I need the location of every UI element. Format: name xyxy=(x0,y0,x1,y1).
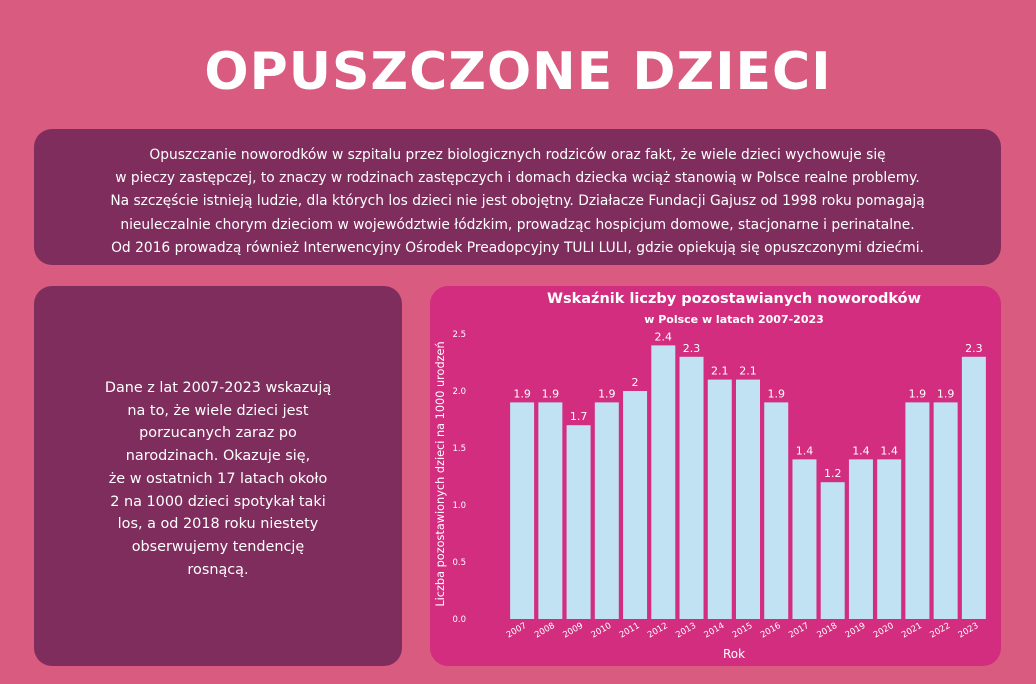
summary-line: narodzinach. Okazuje się, xyxy=(125,448,311,465)
bar-value-label: 2.4 xyxy=(655,330,673,343)
bar xyxy=(905,402,930,619)
x-tick-label: 2017 xyxy=(787,621,811,640)
value-labels: 1.9 1.9 1.7 1.9 2 2.4 2.3 2.1 2.1 1.9 1.4 1.2 1.4 1.4… xyxy=(513,330,982,480)
x-tick-label: 2020 xyxy=(872,621,896,640)
bar xyxy=(623,391,648,619)
y-axis: 0.0 0.5 1.0 1.5 2.0 2.5 xyxy=(452,330,466,625)
intro-line: Opuszczanie noworodków w szpitalu przez … xyxy=(149,147,886,163)
bar-value-label: 2.3 xyxy=(683,342,701,355)
bar-value-label: 1.4 xyxy=(880,444,898,457)
y-tick-label: 0.0 xyxy=(452,615,466,625)
chart-panel: Wskaźnik liczby pozostawianych noworodkó… xyxy=(430,286,1001,666)
bar xyxy=(933,402,958,619)
x-tick-label: 2014 xyxy=(703,621,727,640)
summary-line: że w ostatnich 17 latach około xyxy=(108,470,328,487)
bar-value-label: 1.4 xyxy=(796,444,814,457)
bar xyxy=(764,402,789,619)
intro-line: Na szczęście istnieją ludzie, dla któryc… xyxy=(110,193,925,210)
bar xyxy=(736,379,760,619)
y-tick-label: 2.5 xyxy=(452,330,466,340)
summary-line: na to, że wiele dzieci jest xyxy=(127,402,309,419)
bar-value-label: 1.9 xyxy=(513,387,531,400)
bar-chart: Wskaźnik liczby pozostawianych noworodkó… xyxy=(434,291,986,661)
x-tick-label: 2007 xyxy=(505,621,529,640)
bar-value-label: 1.4 xyxy=(852,444,870,457)
x-tick-label: 2011 xyxy=(618,621,642,640)
summary-panel: Dane z lat 2007-2023 wskazują na to, że … xyxy=(34,286,402,666)
bar-value-label: 2 xyxy=(632,376,639,389)
x-tick-label: 2010 xyxy=(590,621,614,640)
summary-line: Dane z lat 2007-2023 wskazują xyxy=(104,380,332,396)
bar-value-label: 1.2 xyxy=(824,467,842,480)
y-axis-label: Liczba pozostawionych dzieci na 1000 uro… xyxy=(434,341,447,606)
bar-value-label: 2.1 xyxy=(739,365,757,378)
chart-title: Wskaźnik liczby pozostawianych noworodkó… xyxy=(547,291,921,307)
bar-value-label: 1.9 xyxy=(909,387,927,400)
bar xyxy=(792,459,817,619)
bar-value-label: 1.7 xyxy=(570,410,588,423)
bar xyxy=(538,402,563,619)
summary-line: obserwujemy tendencję xyxy=(131,538,305,555)
bar xyxy=(651,345,676,619)
bar-value-label: 2.3 xyxy=(965,342,983,355)
x-tick-label: 2015 xyxy=(731,621,755,640)
x-tick-label: 2012 xyxy=(646,621,670,640)
bar-value-label: 1.9 xyxy=(598,387,616,400)
x-axis: 2007 2008 2009 2010 2011 2012 2013 2014 2015 2016… xyxy=(505,621,981,640)
bar-value-label: 1.9 xyxy=(542,387,560,400)
summary-line: rosnącą. xyxy=(187,561,249,578)
summary-text: Dane z lat 2007-2023 wskazują na to, że … xyxy=(34,377,402,581)
y-tick-label: 0.5 xyxy=(452,558,466,568)
bar xyxy=(820,482,845,619)
bar xyxy=(679,356,704,619)
summary-line: 2 na 1000 dzieci spotykał taki xyxy=(110,493,326,510)
summary-line: los, a od 2018 roku niestety xyxy=(117,516,319,533)
y-tick-label: 1.5 xyxy=(452,444,466,454)
bars xyxy=(510,345,986,619)
bar xyxy=(961,356,986,619)
bar-value-label: 2.1 xyxy=(711,365,729,378)
intro-panel: Opuszczanie noworodków w szpitalu przez … xyxy=(34,129,1001,265)
bar xyxy=(707,379,732,619)
x-tick-label: 2023 xyxy=(957,621,981,640)
summary-line: porzucanych zaraz po xyxy=(139,425,297,442)
x-tick-label: 2013 xyxy=(674,621,698,640)
x-tick-label: 2016 xyxy=(759,621,783,640)
x-tick-label: 2021 xyxy=(900,621,924,640)
x-axis-label: Rok xyxy=(723,647,745,661)
y-tick-label: 1.0 xyxy=(452,501,466,511)
page-title: OPUSZCZONE DZIECI xyxy=(204,42,832,102)
bar-value-label: 1.9 xyxy=(937,387,955,400)
intro-line: w pieczy zastępczej, to znaczy w rodzina… xyxy=(115,170,920,187)
bar xyxy=(594,402,619,619)
y-tick-label: 2.0 xyxy=(452,387,466,397)
x-tick-label: 2009 xyxy=(561,621,585,640)
intro-line: Od 2016 prowadzą również Interwencyjny O… xyxy=(111,239,924,256)
x-tick-label: 2008 xyxy=(533,621,557,640)
chart-subtitle: w Polsce w latach 2007-2023 xyxy=(644,313,824,326)
x-tick-label: 2019 xyxy=(844,621,868,640)
bar xyxy=(510,402,535,619)
x-tick-label: 2018 xyxy=(815,621,839,640)
intro-line: nieuleczalnie chorym dzieciom w wojewódz… xyxy=(120,216,915,233)
bar xyxy=(877,459,902,619)
bar xyxy=(566,425,591,619)
bar xyxy=(848,459,873,619)
x-tick-label: 2022 xyxy=(928,621,952,640)
bar-value-label: 1.9 xyxy=(767,387,785,400)
